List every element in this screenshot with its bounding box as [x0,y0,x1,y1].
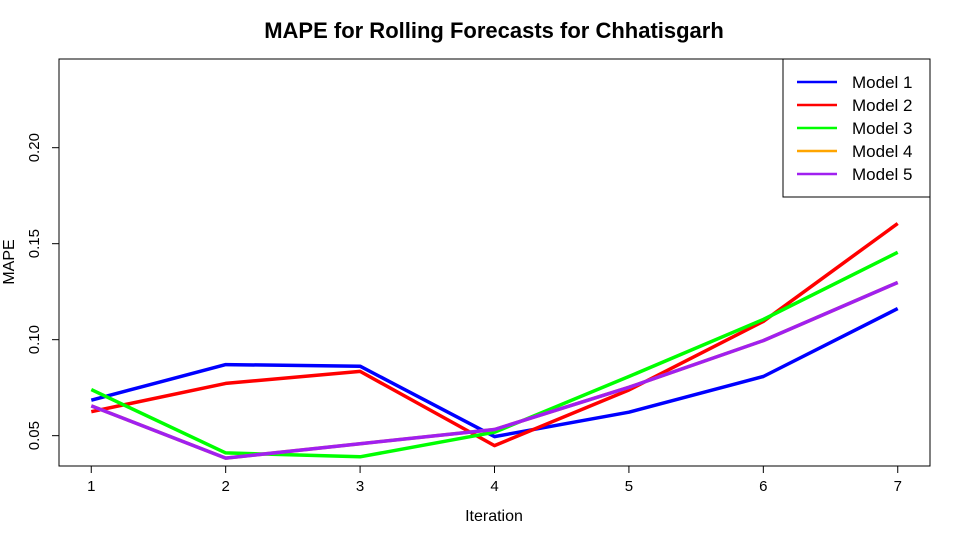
series-lines [90,222,899,460]
x-tick-label: 7 [894,478,902,495]
x-tick-label: 6 [759,478,767,495]
y-axis-label: MAPE [1,239,18,284]
legend-label-model-4: Model 4 [852,142,912,161]
x-axis-label: Iteration [465,508,523,525]
legend-label-model-1: Model 1 [852,73,912,92]
y-tick-label: 0.05 [26,421,43,450]
x-tick-label: 2 [222,478,230,495]
series-line-model-1 [90,307,899,439]
series-line-model-3 [90,250,899,459]
x-axis: 1 2 3 4 5 6 7 [87,465,902,495]
legend-label-model-5: Model 5 [852,165,912,184]
y-tick-label: 0.15 [26,229,43,258]
y-tick-label: 0.20 [26,133,43,162]
legend-label-model-2: Model 2 [852,96,912,115]
x-tick-label: 1 [87,478,95,495]
series-line-model-5 [90,280,899,460]
legend-label-model-3: Model 3 [852,119,912,138]
y-tick-label: 0.10 [26,325,43,354]
legend: Model 1 Model 2 Model 3 Model 4 Model 5 [782,58,931,198]
x-tick-label: 5 [625,478,633,495]
x-tick-label: 4 [490,478,498,495]
y-axis: 0.05 0.10 0.15 0.20 [26,133,60,450]
x-tick-label: 3 [356,478,364,495]
chart-title: MAPE for Rolling Forecasts for Chhatisga… [264,18,724,43]
